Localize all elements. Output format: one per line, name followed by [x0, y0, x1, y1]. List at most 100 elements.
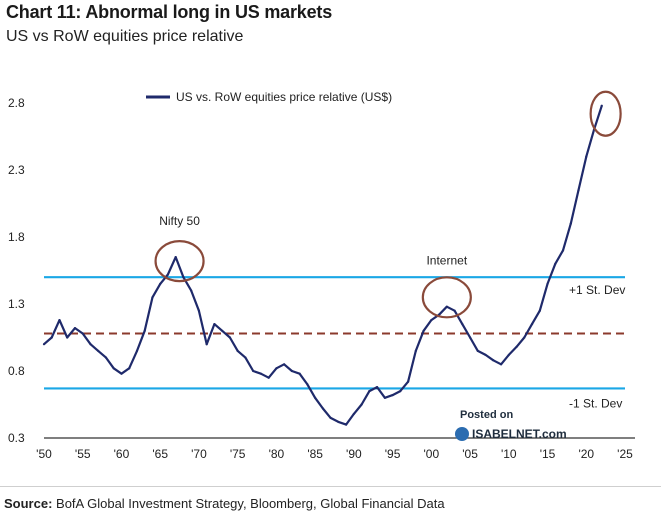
x-tick-label: '25: [617, 447, 633, 461]
x-tick-label: '75: [230, 447, 246, 461]
watermark-text: Posted on: [460, 409, 513, 421]
data-point: [569, 222, 572, 225]
legend-label: US vs. RoW equities price relative (US$): [176, 90, 392, 104]
data-point: [538, 309, 541, 312]
data-point: [81, 332, 84, 335]
data-point: [476, 349, 479, 352]
data-point: [166, 273, 170, 276]
data-point: [345, 423, 348, 426]
x-tick-label: '55: [75, 447, 91, 461]
data-point: [190, 289, 193, 292]
data-point: [314, 396, 317, 399]
data-point: [205, 343, 208, 346]
y-tick-label: 2.3: [8, 163, 25, 177]
data-point: [290, 369, 293, 373]
divider: [0, 486, 661, 487]
data-point: [383, 396, 386, 399]
x-tick-label: '90: [346, 447, 362, 461]
data-point: [507, 353, 510, 357]
x-tick-label: '15: [540, 447, 556, 461]
x-tick-label: '85: [307, 447, 323, 461]
data-point: [484, 353, 487, 357]
data-point: [221, 329, 224, 332]
x-tick-label: '50: [36, 447, 52, 461]
data-point: [275, 367, 278, 370]
data-point: [523, 336, 526, 339]
data-point: [337, 420, 340, 424]
data-point: [244, 356, 247, 359]
x-tick-label: '95: [385, 447, 401, 461]
data-point: [376, 385, 379, 389]
data-point: [445, 305, 448, 308]
data-point: [151, 296, 154, 299]
data-point: [228, 336, 232, 339]
data-point: [368, 390, 371, 393]
source-label: Source:: [4, 496, 53, 511]
y-tick-label: 1.3: [8, 297, 25, 311]
annotation-label: Nifty 50: [159, 214, 200, 228]
y-tick-label: 0.8: [8, 364, 25, 378]
annotation-label: Internet: [426, 253, 467, 267]
data-point: [104, 356, 108, 359]
source-text: BofA Global Investment Strategy, Bloombe…: [56, 496, 445, 511]
data-point: [182, 276, 185, 279]
data-point: [213, 323, 216, 326]
data-point: [89, 343, 92, 346]
data-point: [499, 363, 503, 366]
data-point: [42, 343, 46, 346]
data-point: [73, 327, 77, 330]
data-point: [97, 349, 100, 352]
data-point: [406, 380, 410, 383]
data-point: [399, 390, 402, 393]
data-point: [306, 383, 309, 386]
data-point: [259, 372, 263, 375]
y-tick-label: 0.3: [8, 431, 25, 445]
data-point: [50, 336, 53, 339]
data-point: [492, 359, 495, 362]
data-point: [197, 309, 201, 312]
std-dev-label: -1 St. Dev: [569, 396, 622, 410]
highlight-circle: [154, 240, 205, 283]
data-point: [112, 367, 115, 370]
data-point: [321, 407, 324, 410]
data-point: [174, 256, 177, 259]
x-tick-label: '20: [578, 447, 594, 461]
data-point: [283, 363, 286, 366]
watermark-text: ISABELNET.com: [472, 427, 567, 441]
data-point: [546, 282, 549, 285]
std-dev-label: +1 St. Dev: [569, 283, 625, 297]
data-point: [66, 336, 69, 339]
data-point: [252, 369, 255, 373]
data-point: [236, 349, 239, 352]
highlight-circle: [589, 90, 622, 137]
source-note: Source: BofA Global Investment Strategy,…: [4, 496, 445, 511]
data-point: [585, 155, 588, 158]
x-tick-label: '10: [501, 447, 517, 461]
data-point: [391, 394, 394, 397]
x-tick-label: '05: [462, 447, 478, 461]
chart-plot: +1 St. Dev -1 St. Dev 0.3 0.8 1.3 1.8 2.3 2.8 '5…: [8, 90, 635, 461]
data-point: [414, 349, 417, 352]
data-point: [58, 318, 61, 322]
series-line: [43, 105, 603, 426]
data-point: [515, 345, 518, 348]
data-point: [352, 412, 355, 415]
chart-subtitle: US vs RoW equities price relative: [6, 28, 244, 45]
data-point: [360, 403, 363, 406]
data-point: [453, 309, 456, 312]
highlight-circle: [421, 276, 472, 319]
data-point: [577, 189, 580, 192]
data-point: [135, 349, 139, 352]
data-point: [143, 329, 146, 332]
data-point: [298, 372, 301, 375]
y-tick-label: 1.8: [8, 230, 25, 244]
data-point: [468, 336, 472, 339]
data-point: [561, 249, 565, 252]
data-point: [120, 372, 123, 375]
data-point: [159, 282, 162, 285]
x-tick-label: '00: [424, 447, 440, 461]
data-point: [430, 318, 433, 322]
watermark-logo-icon: [455, 427, 469, 441]
data-point: [530, 323, 534, 326]
data-point: [128, 367, 131, 370]
